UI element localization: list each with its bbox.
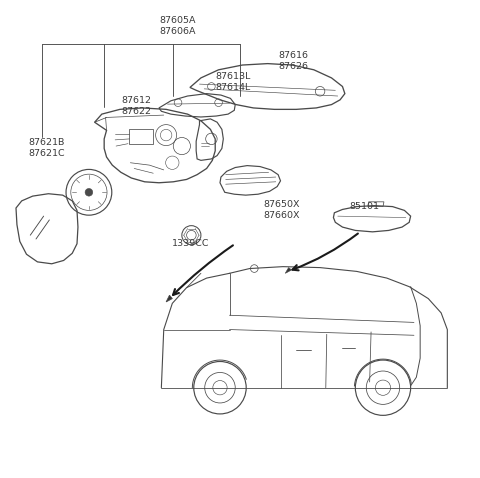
- Text: 87621B
87621C: 87621B 87621C: [28, 138, 64, 158]
- Text: 87605A
87606A: 87605A 87606A: [159, 16, 195, 36]
- Text: 87612
87622: 87612 87622: [122, 96, 152, 116]
- Text: 1339CC: 1339CC: [172, 239, 210, 248]
- Text: 85101: 85101: [349, 202, 380, 211]
- Polygon shape: [166, 295, 172, 302]
- Text: 87613L
87614L: 87613L 87614L: [215, 72, 251, 92]
- Text: 87616
87626: 87616 87626: [278, 51, 308, 71]
- Circle shape: [85, 188, 93, 196]
- Text: 87650X
87660X: 87650X 87660X: [263, 200, 300, 220]
- Polygon shape: [285, 268, 291, 273]
